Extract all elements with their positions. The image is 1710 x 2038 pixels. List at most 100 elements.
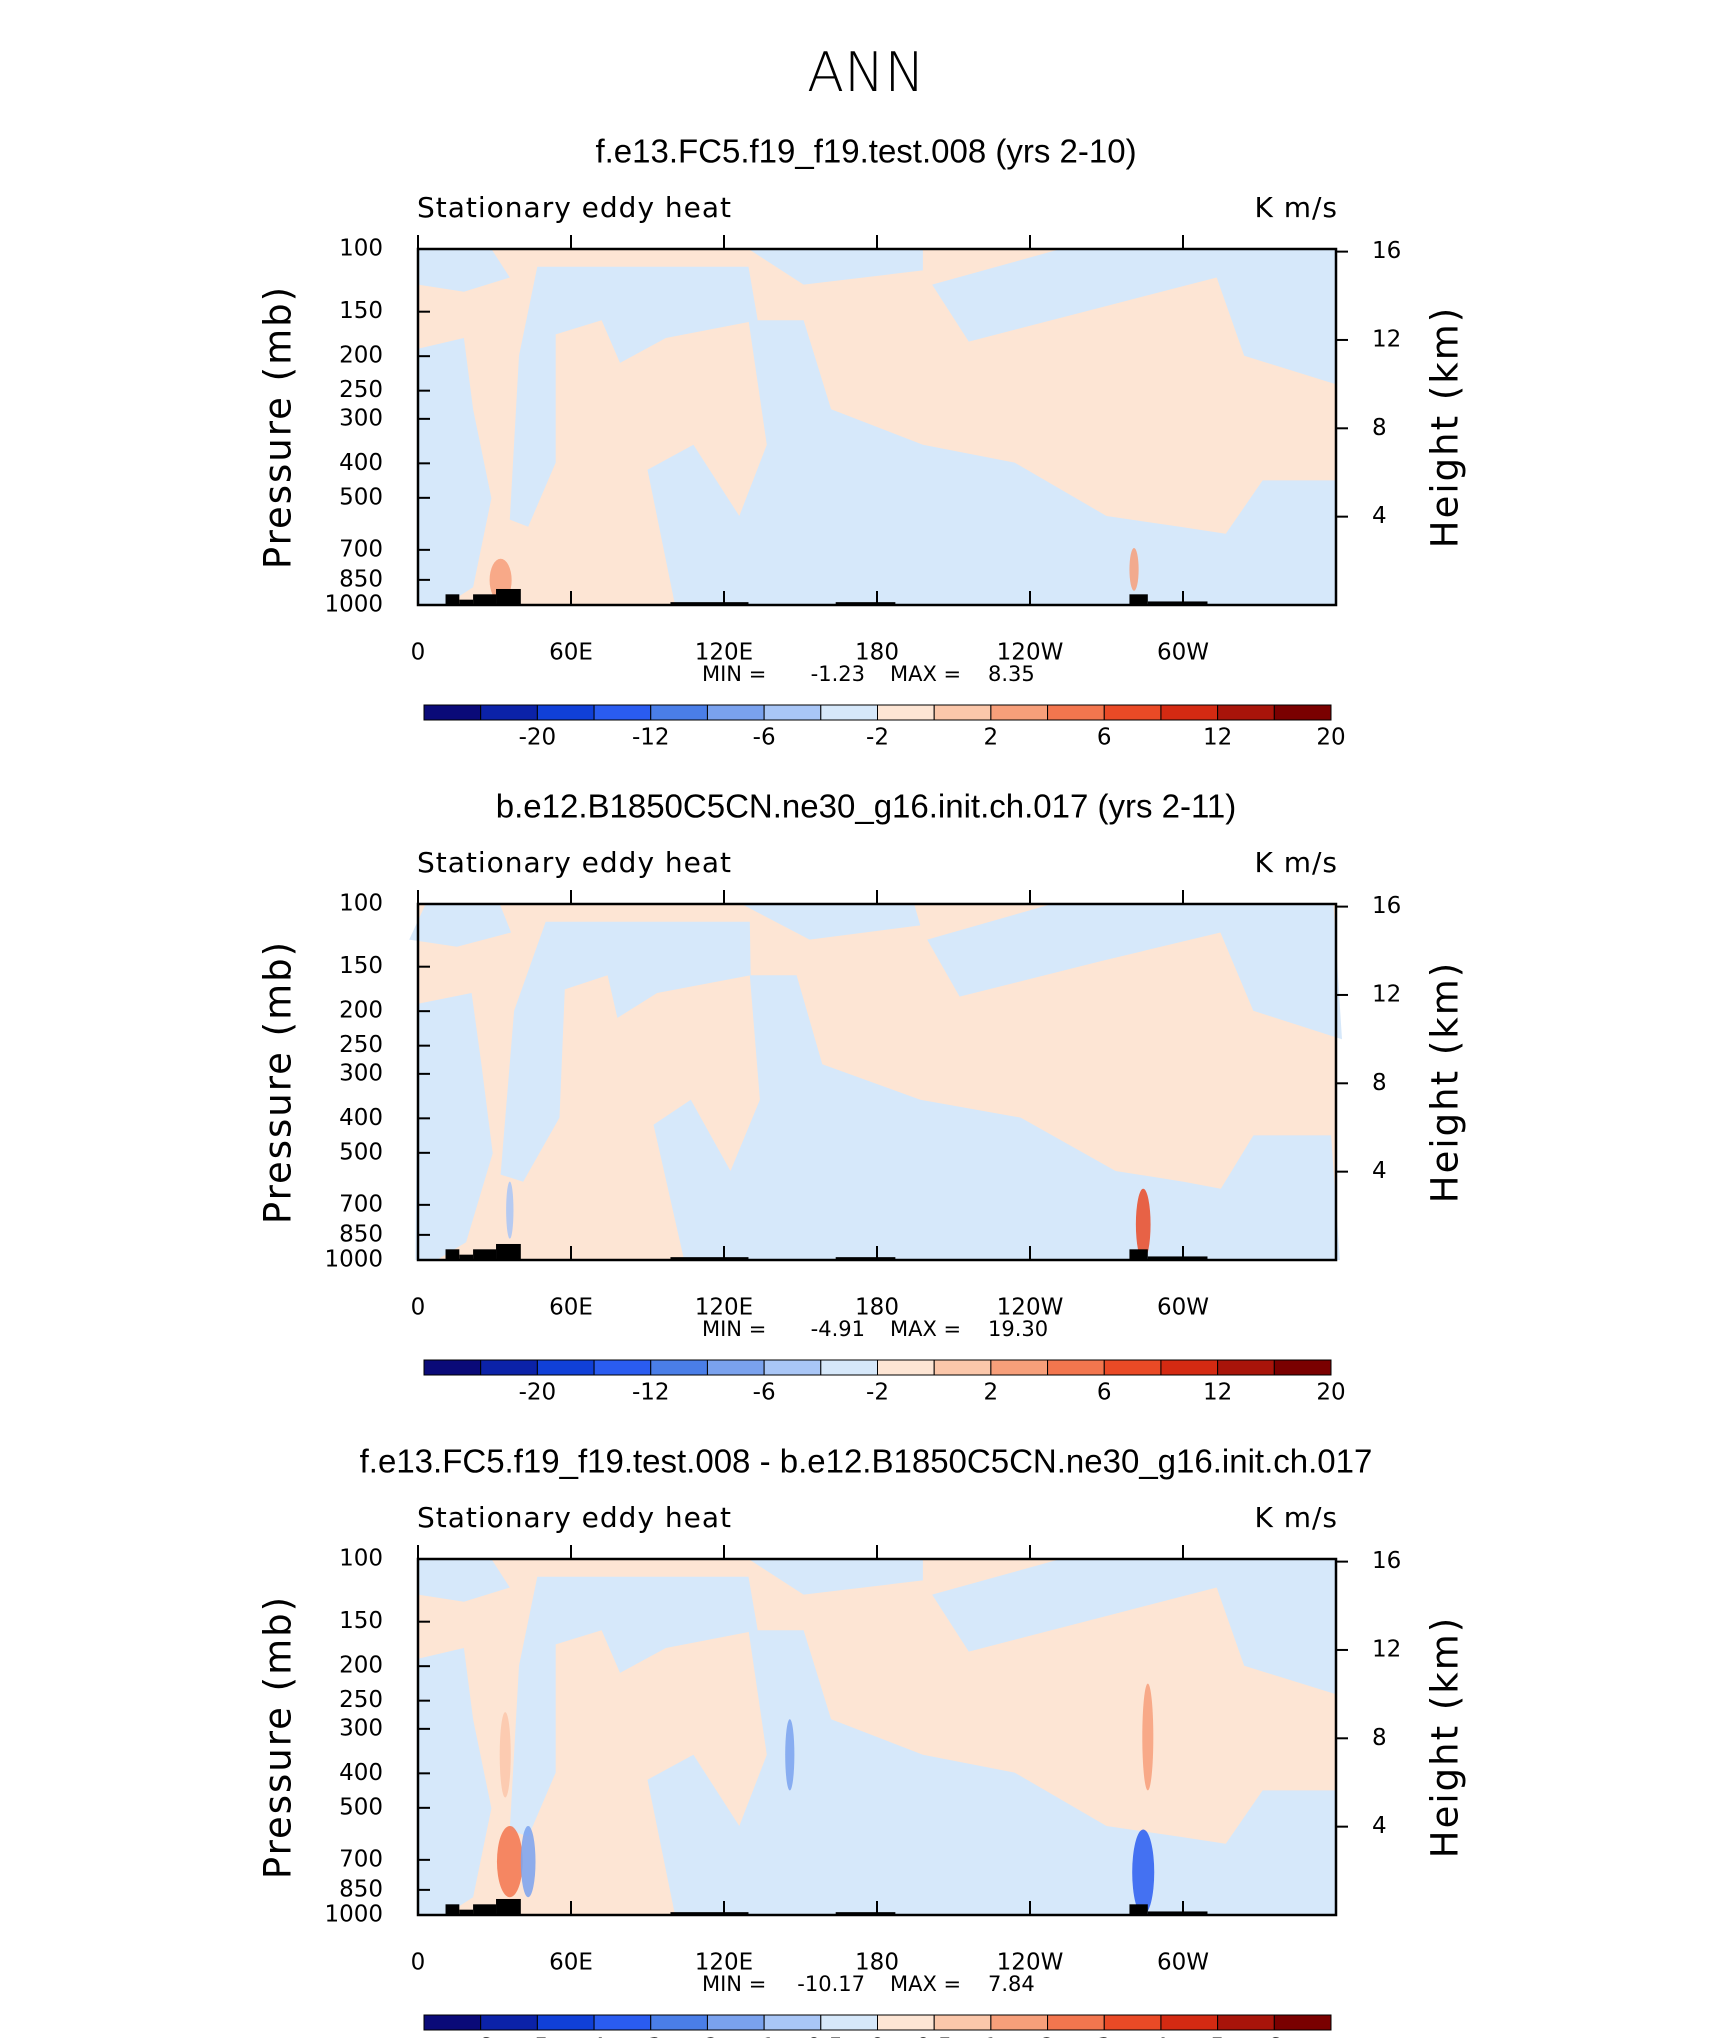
y-tick-label: 300 bbox=[339, 1060, 383, 1086]
field-region bbox=[932, 1559, 1336, 1695]
y-tick-label: 250 bbox=[339, 1032, 383, 1058]
y2-axis-title: Height (km) bbox=[1424, 1616, 1467, 1858]
x-tick-label: 180 bbox=[855, 1295, 899, 1321]
colorbar-box bbox=[820, 1359, 878, 1376]
colorbar-box bbox=[1217, 704, 1275, 721]
colorbar-box bbox=[820, 2014, 878, 2031]
colorbar-box bbox=[990, 704, 1049, 721]
colorbar-box bbox=[877, 2014, 935, 2031]
field-extreme bbox=[1129, 548, 1139, 591]
max-label: MAX = bbox=[890, 1317, 961, 1341]
field-region bbox=[509, 266, 758, 527]
colorbar-label: 5 bbox=[1210, 2035, 1225, 2038]
min-value: -10.17 bbox=[797, 1972, 865, 1996]
colorbar-label: 20 bbox=[1316, 725, 1345, 751]
colorbar-box bbox=[1273, 2014, 1332, 2031]
topography bbox=[496, 1243, 521, 1260]
field-region bbox=[418, 1559, 510, 1602]
colorbar-label: -6 bbox=[469, 2035, 492, 2038]
y2-axis-title: Height (km) bbox=[1424, 306, 1467, 548]
panel-title: b.e12.B1850C5CN.ne30_g16.init.ch.017 (yr… bbox=[496, 788, 1237, 825]
field-region bbox=[927, 904, 1342, 1040]
colorbar-box bbox=[933, 2014, 992, 2031]
contour-field bbox=[418, 249, 1336, 605]
colorbar-label: 6 bbox=[1097, 1380, 1112, 1406]
y-tick-label: 300 bbox=[339, 405, 383, 431]
colorbar-box bbox=[480, 1359, 538, 1376]
colorbar-label: -20 bbox=[519, 1380, 557, 1406]
y-axis-title: Pressure (mb) bbox=[257, 285, 300, 569]
y2-tick-label: 16 bbox=[1372, 1548, 1401, 1574]
topography bbox=[473, 1904, 497, 1915]
colorbar-box bbox=[423, 1359, 482, 1376]
colorbar-box bbox=[650, 704, 708, 721]
colorbar-box bbox=[480, 704, 538, 721]
topography bbox=[1129, 1904, 1148, 1915]
y2-tick-label: 12 bbox=[1372, 1636, 1401, 1662]
panel: f.e13.FC5.f19_f19.test.008 - b.e12.B1850… bbox=[257, 1443, 1467, 2038]
colorbar-box bbox=[763, 2014, 822, 2031]
colorbar-box bbox=[536, 1359, 595, 1376]
colorbar-box bbox=[1047, 1359, 1105, 1376]
colorbar-label: 3 bbox=[1097, 2035, 1112, 2038]
colorbar-label: -2 bbox=[866, 725, 889, 751]
colorbar-box bbox=[763, 1359, 822, 1376]
colorbar-box bbox=[877, 1359, 935, 1376]
topography bbox=[496, 1898, 521, 1915]
colorbar-box bbox=[990, 2014, 1049, 2031]
topography bbox=[459, 1909, 474, 1915]
colorbar-box bbox=[706, 1359, 765, 1376]
y-tick-label: 250 bbox=[339, 1687, 383, 1713]
max-value: 19.30 bbox=[988, 1317, 1048, 1341]
topography bbox=[670, 1912, 749, 1915]
colorbar-label: -20 bbox=[519, 725, 557, 751]
y-tick-label: 700 bbox=[339, 536, 383, 562]
colorbar-label: -12 bbox=[632, 1380, 670, 1406]
panel: f.e13.FC5.f19_f19.test.008 (yrs 2-10) Sta… bbox=[257, 133, 1467, 751]
colorbar-box bbox=[877, 704, 935, 721]
colorbar-label: 0 bbox=[870, 2035, 885, 2038]
colorbar-box bbox=[706, 704, 765, 721]
y-axis-title: Pressure (mb) bbox=[257, 1595, 300, 1879]
field-region bbox=[509, 1576, 758, 1837]
field-region bbox=[647, 1630, 1336, 1915]
colorbar-box bbox=[990, 1359, 1049, 1376]
field-extreme bbox=[496, 1826, 523, 1898]
y-tick-label: 400 bbox=[339, 450, 383, 476]
colorbar-label: -12 bbox=[632, 725, 670, 751]
y-tick-label: 200 bbox=[339, 998, 383, 1024]
field-region bbox=[653, 975, 1340, 1260]
y-tick-label: 100 bbox=[339, 1546, 383, 1572]
colorbar-box bbox=[536, 2014, 595, 2031]
colorbar-label: -6 bbox=[753, 725, 776, 751]
panel-title: f.e13.FC5.f19_f19.test.008 (yrs 2-10) bbox=[595, 133, 1136, 170]
y-tick-label: 300 bbox=[339, 1715, 383, 1741]
colorbar-box bbox=[820, 704, 878, 721]
colorbar-box bbox=[1160, 2014, 1219, 2031]
y2-tick-label: 16 bbox=[1372, 893, 1401, 919]
y2-tick-label: 16 bbox=[1372, 238, 1401, 264]
left-string: Stationary eddy heat bbox=[417, 846, 732, 879]
x-tick-label: 60E bbox=[549, 1950, 593, 1976]
topography bbox=[1147, 1911, 1208, 1915]
y2-tick-label: 8 bbox=[1372, 1070, 1387, 1096]
colorbar-box bbox=[1273, 1359, 1332, 1376]
y-tick-label: 850 bbox=[339, 1221, 383, 1247]
max-value: 7.84 bbox=[988, 1972, 1035, 1996]
y-tick-label: 700 bbox=[339, 1846, 383, 1872]
topography bbox=[445, 1249, 460, 1260]
field-region bbox=[741, 904, 921, 940]
panel: b.e12.B1850C5CN.ne30_g16.init.ch.017 (yr… bbox=[257, 788, 1467, 1406]
y2-axis-title: Height (km) bbox=[1424, 961, 1467, 1203]
field-region bbox=[409, 904, 512, 947]
field-region bbox=[932, 249, 1336, 385]
y-tick-label: 100 bbox=[339, 236, 383, 262]
y2-tick-label: 4 bbox=[1372, 1158, 1387, 1184]
field-extreme bbox=[506, 1181, 514, 1239]
colorbar-label: 12 bbox=[1203, 725, 1232, 751]
x-tick-label: 60W bbox=[1157, 1950, 1209, 1976]
colorbar-label: -5 bbox=[526, 2035, 549, 2038]
topography bbox=[1147, 1256, 1208, 1260]
y-axis-title: Pressure (mb) bbox=[257, 940, 300, 1224]
y-tick-label: 200 bbox=[339, 343, 383, 369]
